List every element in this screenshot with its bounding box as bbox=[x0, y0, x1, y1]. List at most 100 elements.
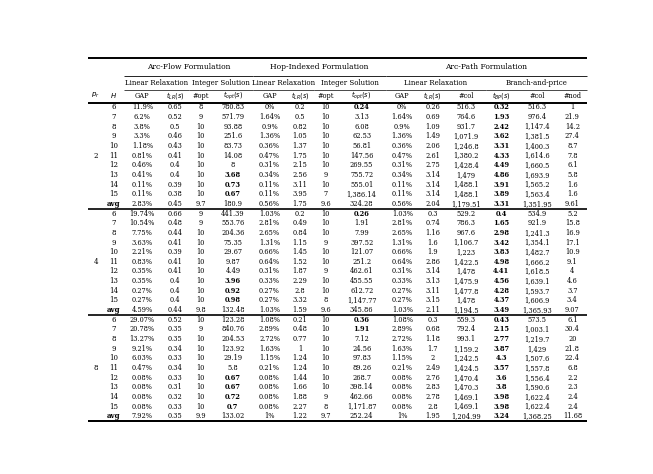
Text: 516.3: 516.3 bbox=[528, 103, 547, 111]
Text: 1.63%: 1.63% bbox=[259, 345, 280, 353]
Text: 1.65: 1.65 bbox=[493, 219, 509, 227]
Text: 3.7: 3.7 bbox=[567, 287, 578, 295]
Text: 10: 10 bbox=[321, 374, 330, 382]
Text: 0.69: 0.69 bbox=[425, 113, 440, 121]
Text: 1.36%: 1.36% bbox=[259, 132, 280, 140]
Text: 1.6: 1.6 bbox=[427, 238, 438, 246]
Text: 0.21%: 0.21% bbox=[259, 364, 280, 372]
Text: 3.98: 3.98 bbox=[493, 402, 509, 410]
Text: 4: 4 bbox=[570, 267, 575, 275]
Text: 10: 10 bbox=[109, 142, 118, 150]
Text: 1,557.8: 1,557.8 bbox=[524, 364, 550, 372]
Text: 7.12: 7.12 bbox=[355, 335, 369, 343]
Text: #nod: #nod bbox=[564, 91, 581, 100]
Text: Linear Relaxation: Linear Relaxation bbox=[252, 79, 315, 87]
Text: 2: 2 bbox=[93, 152, 98, 160]
Text: 0.67: 0.67 bbox=[225, 383, 241, 392]
Text: $\mathit{t_{BP}(s)}$: $\mathit{t_{BP}(s)}$ bbox=[492, 90, 511, 101]
Text: 0.27%: 0.27% bbox=[259, 296, 280, 304]
Text: 15: 15 bbox=[109, 402, 118, 410]
Text: 516.3: 516.3 bbox=[456, 103, 476, 111]
Text: 1,354.1: 1,354.1 bbox=[524, 238, 550, 246]
Text: 0%: 0% bbox=[397, 103, 407, 111]
Text: 2.21%: 2.21% bbox=[132, 248, 153, 256]
Text: 0.68: 0.68 bbox=[425, 326, 440, 333]
Text: 75.35: 75.35 bbox=[223, 238, 242, 246]
Text: 0.36%: 0.36% bbox=[259, 142, 280, 150]
Text: 10: 10 bbox=[197, 181, 205, 189]
Text: 2.72%: 2.72% bbox=[392, 335, 413, 343]
Text: 1,622.4: 1,622.4 bbox=[524, 402, 550, 410]
Text: 3.13: 3.13 bbox=[354, 113, 369, 121]
Text: 9.61: 9.61 bbox=[565, 200, 580, 208]
Text: 0.47%: 0.47% bbox=[259, 152, 280, 160]
Text: 13: 13 bbox=[109, 277, 118, 285]
Text: 976.4: 976.4 bbox=[528, 113, 547, 121]
Text: 559.3: 559.3 bbox=[456, 316, 476, 324]
Text: 2.78: 2.78 bbox=[425, 393, 440, 401]
Text: 0.47%: 0.47% bbox=[132, 364, 153, 372]
Text: 9.9: 9.9 bbox=[195, 412, 206, 420]
Text: 1.59: 1.59 bbox=[293, 306, 308, 314]
Text: 10: 10 bbox=[197, 402, 205, 410]
Text: 10: 10 bbox=[197, 171, 205, 179]
Text: 6: 6 bbox=[111, 103, 116, 111]
Text: 21.8: 21.8 bbox=[565, 345, 580, 353]
Text: 10: 10 bbox=[321, 181, 330, 189]
Text: 1,171.87: 1,171.87 bbox=[347, 402, 376, 410]
Text: 30.4: 30.4 bbox=[565, 326, 580, 333]
Text: 9: 9 bbox=[324, 171, 328, 179]
Text: 17.1: 17.1 bbox=[565, 238, 580, 246]
Text: 840.76: 840.76 bbox=[221, 326, 244, 333]
Text: 10: 10 bbox=[197, 267, 205, 275]
Text: 0.36: 0.36 bbox=[354, 316, 370, 324]
Text: 2.75: 2.75 bbox=[425, 161, 440, 169]
Text: 1.09: 1.09 bbox=[425, 123, 440, 131]
Text: 2.77: 2.77 bbox=[494, 335, 509, 343]
Text: 3.32: 3.32 bbox=[293, 296, 308, 304]
Text: 612.72: 612.72 bbox=[350, 287, 374, 295]
Text: 10: 10 bbox=[321, 316, 330, 324]
Text: 2.8: 2.8 bbox=[427, 402, 438, 410]
Text: 0.31%: 0.31% bbox=[259, 161, 280, 169]
Text: 2.49: 2.49 bbox=[425, 364, 440, 372]
Text: Hop-Indexed Formulation: Hop-Indexed Formulation bbox=[270, 63, 369, 71]
Text: 10: 10 bbox=[321, 335, 330, 343]
Text: 0.41: 0.41 bbox=[168, 238, 183, 246]
Text: 3.8%: 3.8% bbox=[134, 123, 151, 131]
Text: 7.8: 7.8 bbox=[567, 152, 578, 160]
Text: 8: 8 bbox=[324, 296, 328, 304]
Text: 1,368.25: 1,368.25 bbox=[522, 412, 552, 420]
Text: 1,488.1: 1,488.1 bbox=[453, 190, 479, 198]
Text: 1.31%: 1.31% bbox=[259, 238, 280, 246]
Text: 6.03%: 6.03% bbox=[132, 355, 153, 362]
Text: 441.39: 441.39 bbox=[221, 210, 245, 218]
Text: 755.72: 755.72 bbox=[350, 171, 374, 179]
Text: 1,488.1: 1,488.1 bbox=[453, 181, 479, 189]
Text: 462.66: 462.66 bbox=[350, 393, 374, 401]
Text: 0.41: 0.41 bbox=[168, 258, 183, 266]
Text: 0.27%: 0.27% bbox=[132, 287, 153, 295]
Text: 9.8: 9.8 bbox=[195, 306, 206, 314]
Text: 4.56: 4.56 bbox=[494, 277, 509, 285]
Text: 0.38: 0.38 bbox=[168, 190, 182, 198]
Text: 0.67: 0.67 bbox=[225, 190, 241, 198]
Text: Branch-and-price: Branch-and-price bbox=[505, 79, 567, 87]
Text: 3.98: 3.98 bbox=[493, 393, 509, 401]
Text: 0.21: 0.21 bbox=[293, 316, 308, 324]
Text: 555.01: 555.01 bbox=[350, 181, 374, 189]
Text: 0%: 0% bbox=[264, 103, 275, 111]
Text: 2.04: 2.04 bbox=[425, 200, 440, 208]
Text: 2.2: 2.2 bbox=[567, 374, 578, 382]
Text: 9.6: 9.6 bbox=[321, 200, 331, 208]
Text: 7.75%: 7.75% bbox=[132, 229, 153, 237]
Text: 0.52: 0.52 bbox=[168, 113, 182, 121]
Text: 97.83: 97.83 bbox=[352, 355, 371, 362]
Text: 397.52: 397.52 bbox=[350, 238, 374, 246]
Text: 11.9%: 11.9% bbox=[132, 103, 153, 111]
Text: 9.1: 9.1 bbox=[567, 258, 578, 266]
Text: 571.79: 571.79 bbox=[221, 113, 244, 121]
Text: 10: 10 bbox=[197, 393, 205, 401]
Text: 2.3: 2.3 bbox=[567, 383, 578, 392]
Text: 10: 10 bbox=[321, 326, 330, 333]
